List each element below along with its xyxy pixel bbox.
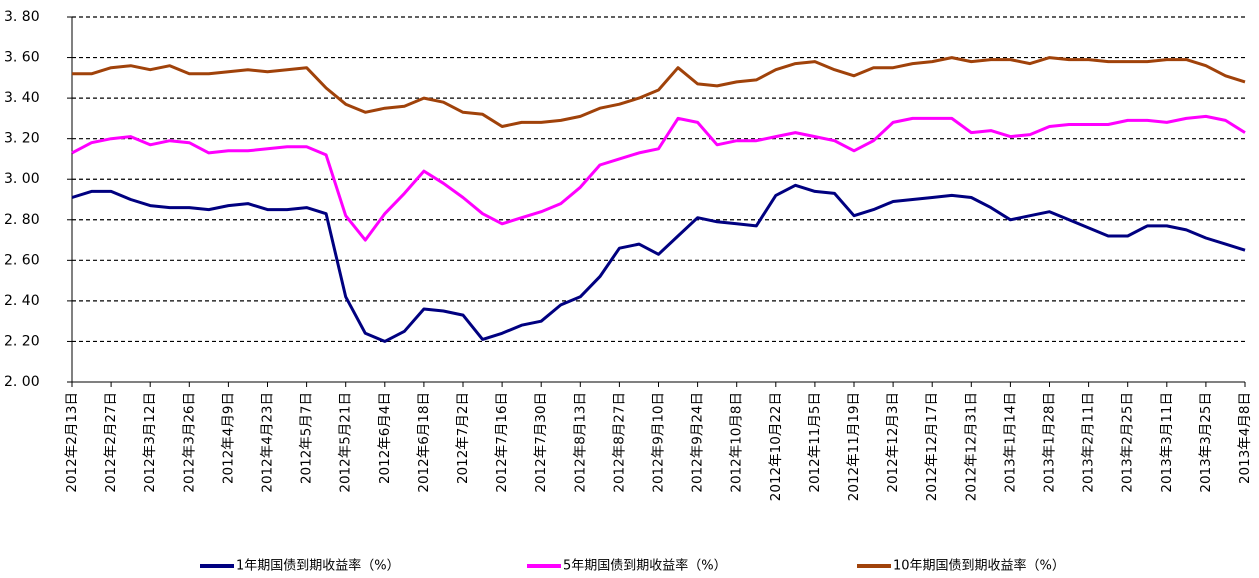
- series-line: [71, 183, 1246, 343]
- x-tick-label: 2012年12月31日: [963, 392, 979, 501]
- x-tick-label: 2012年4月9日: [220, 392, 236, 484]
- y-tick-label: 3. 60: [4, 50, 40, 66]
- x-tick-label: 2012年2月13日: [64, 392, 80, 493]
- x-tick-label: 2012年11月19日: [846, 392, 862, 501]
- x-tick-label: 2012年11月5日: [807, 392, 823, 493]
- x-tick-label: 2013年2月25日: [1120, 392, 1136, 493]
- legend-label: 10年期国债到期收益率（%）: [893, 558, 1065, 574]
- x-tick-label: 2013年2月11日: [1081, 392, 1097, 493]
- x-tick-label: 2012年6月18日: [416, 392, 432, 493]
- x-tick-label: 2012年9月10日: [651, 392, 667, 493]
- y-tick-label: 3. 80: [4, 9, 40, 25]
- y-tick-label: 2. 00: [4, 374, 40, 390]
- x-tick-label: 2012年5月7日: [299, 392, 315, 484]
- y-tick-label: 2. 60: [4, 252, 40, 268]
- x-tick-label: 2012年7月30日: [533, 392, 549, 493]
- x-tick-label: 2012年8月13日: [572, 392, 588, 493]
- x-tick-label: 2013年3月11日: [1159, 392, 1175, 493]
- legend-label: 5年期国债到期收益率（%）: [563, 558, 727, 574]
- x-tick-label: 2012年7月2日: [455, 392, 471, 484]
- series-line: [71, 114, 1246, 242]
- x-tick-label: 2012年8月27日: [611, 392, 627, 493]
- x-tick-label: 2013年4月8日: [1237, 392, 1253, 484]
- x-tick-label: 2012年5月21日: [338, 392, 354, 493]
- y-tick-label: 3. 40: [4, 90, 40, 106]
- x-tick-label: 2012年2月27日: [103, 392, 119, 493]
- x-tick-label: 2012年12月3日: [885, 392, 901, 493]
- x-tick-label: 2012年10月22日: [768, 392, 784, 501]
- y-tick-label: 2. 40: [4, 293, 40, 309]
- x-tick-label: 2013年3月25日: [1198, 392, 1214, 493]
- x-tick-label: 2012年12月17日: [924, 392, 940, 501]
- x-tick-label: 2012年9月24日: [690, 392, 706, 493]
- y-tick-label: 3. 20: [4, 131, 40, 147]
- x-tick-label: 2012年7月16日: [494, 392, 510, 493]
- x-tick-label: 2012年3月26日: [181, 392, 197, 493]
- x-tick-label: 2012年6月4日: [377, 392, 393, 484]
- x-tick-label: 2013年1月28日: [1042, 392, 1058, 493]
- y-tick-label: 2. 20: [4, 333, 40, 349]
- series-line: [72, 56, 1246, 128]
- x-tick-label: 2012年4月23日: [260, 392, 276, 493]
- y-tick-label: 2. 80: [4, 212, 40, 228]
- x-tick-label: 2012年10月8日: [729, 392, 745, 493]
- y-tick-label: 3. 00: [4, 171, 40, 187]
- legend-label: 1年期国债到期收益率（%）: [236, 558, 400, 574]
- x-tick-label: 2013年1月14日: [1002, 392, 1018, 493]
- x-tick-label: 2012年3月12日: [142, 392, 158, 493]
